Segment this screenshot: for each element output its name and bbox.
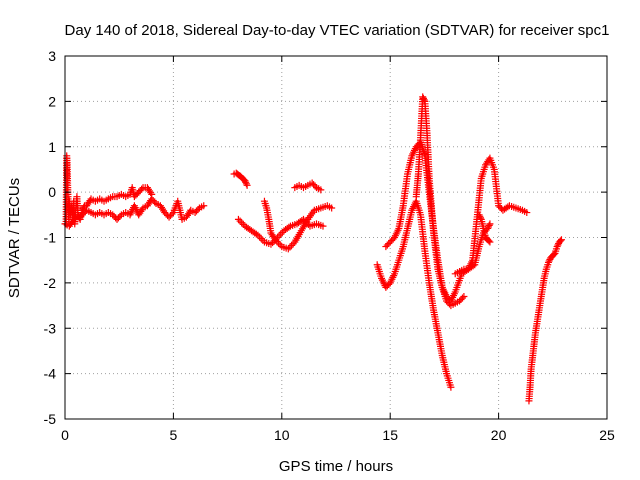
data-point [284,245,292,253]
data-point [419,94,427,102]
data-point [271,236,279,244]
data-point [259,236,267,244]
x-tick-label: 25 [599,427,615,443]
data-point [276,241,284,249]
data-point [256,233,264,241]
series-2 [230,169,251,189]
data-point [523,209,531,217]
y-tick-label: -5 [44,411,57,427]
data-point [236,217,244,225]
series-8 [412,93,494,305]
data-point [194,206,202,214]
data-marks [61,93,565,405]
series-9 [451,154,531,278]
data-point [116,212,124,220]
data-point [168,210,176,218]
series-1 [61,195,208,230]
data-point [257,235,265,243]
data-point [554,241,562,249]
data-point [147,189,155,197]
data-point [545,257,553,265]
data-point [486,220,494,228]
data-point [241,177,249,185]
data-point [486,238,494,246]
y-tick-label: 0 [48,184,56,200]
data-point [328,204,336,212]
y-tick-label: -3 [44,320,57,336]
data-point [288,241,296,249]
data-point [138,185,146,193]
y-tick-label: -1 [44,230,57,246]
y-tick-label: 2 [48,93,56,109]
data-point [475,211,483,219]
data-point [447,383,455,391]
grid [65,56,607,419]
data-point [485,237,493,245]
data-point [477,214,485,222]
data-point [242,178,250,186]
chart-title: Day 140 of 2018, Sidereal Day-to-day VTE… [65,22,610,39]
data-point [557,236,565,244]
axis-ticks: 0 5 10 15 20 25 -5 -4 -3 -2 -1 0 1 2 3 [44,48,615,443]
data-point [544,258,552,266]
x-axis-label: GPS time / hours [279,458,393,475]
series-11 [525,236,565,405]
series-5 [291,179,325,194]
x-tick-label: 5 [170,427,178,443]
data-point [458,294,466,302]
data-point [286,243,294,251]
series-6 [373,197,455,391]
data-point [273,237,281,245]
data-point [419,93,427,101]
data-point [311,182,319,190]
data-point [242,180,250,188]
data-point [460,292,468,300]
data-point [484,223,492,231]
x-tick-label: 10 [274,427,290,443]
data-point [238,219,246,227]
series-0 [62,152,156,228]
y-tick-label: -2 [44,275,57,291]
data-point [277,230,285,238]
data-point [275,232,283,240]
data-point [254,231,262,239]
data-point [267,240,275,248]
series-7 [382,138,468,310]
data-point [476,212,484,220]
y-tick-label: 3 [48,48,56,64]
data-point [420,96,428,104]
x-tick-label: 20 [491,427,507,443]
series-10 [475,211,494,246]
data-point [317,186,325,194]
x-tick-label: 0 [61,427,69,443]
data-point [275,239,283,247]
data-point [243,181,251,189]
data-point [234,215,242,223]
data-point [553,243,561,251]
data-point [556,237,564,245]
data-point [289,240,297,248]
y-tick-label: 1 [48,139,56,155]
y-tick-label: -4 [44,366,57,382]
y-axis-label: SDTVAR / TECUs [6,178,23,298]
x-tick-label: 15 [382,427,398,443]
series-4 [260,197,336,253]
data-point [485,221,493,229]
data-point [285,223,293,231]
data-point [319,222,327,230]
data-point [200,202,208,210]
data-point [151,198,159,206]
